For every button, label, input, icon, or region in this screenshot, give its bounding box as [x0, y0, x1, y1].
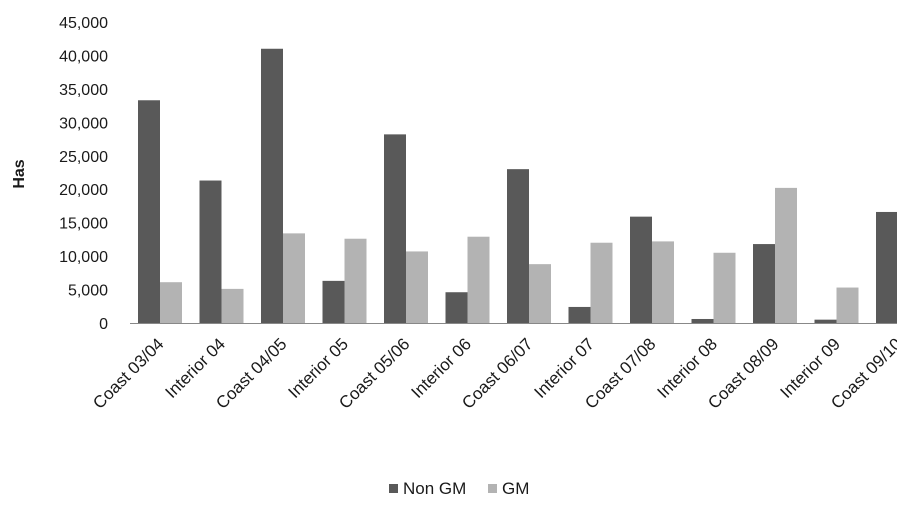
bar-non-gm: [322, 280, 345, 323]
y-tick-label: 0: [99, 316, 108, 333]
x-tick-label: Coast 03/04: [89, 334, 167, 412]
y-tick-label: 40,000: [59, 48, 108, 65]
bar-non-gm: [814, 319, 837, 323]
y-axis-label-group: Has: [11, 159, 28, 188]
bar-non-gm: [630, 216, 652, 323]
y-tick-label: 10,000: [59, 249, 108, 266]
bar-gm: [529, 264, 551, 323]
y-tick-label: 25,000: [59, 149, 108, 166]
bar-gm: [467, 236, 490, 323]
bar-non-gm: [261, 48, 283, 323]
bar-non-gm: [384, 134, 406, 323]
y-tick-label: 45,000: [59, 15, 108, 32]
legend-label: Non GM: [403, 479, 466, 498]
bar-gm: [160, 282, 182, 323]
bar-non-gm: [199, 180, 222, 323]
legend-item-non-gm: Non GM: [389, 479, 466, 498]
y-tick-label: 35,000: [59, 82, 108, 99]
bars: [138, 48, 897, 323]
legend: Non GM GM: [389, 479, 529, 498]
legend-swatch: [488, 484, 497, 493]
legend-swatch: [389, 484, 398, 493]
bar-gm: [836, 287, 859, 323]
y-tick-label: 5,000: [68, 283, 108, 300]
y-tick-label: 20,000: [59, 182, 108, 199]
y-axis-ticks: 0 5,000 10,000 15,000 20,000 25,000 30,000 35,0…: [59, 15, 108, 333]
bar-gm: [344, 238, 367, 323]
bar-gm: [775, 187, 797, 323]
bar-non-gm: [138, 100, 160, 323]
bar-gm: [406, 251, 428, 323]
y-tick-label: 15,000: [59, 216, 108, 233]
legend-item-gm: GM: [488, 479, 529, 498]
bar-gm: [713, 252, 736, 323]
bar-non-gm: [568, 306, 591, 323]
legend-label: GM: [502, 479, 529, 498]
bar-gm: [283, 233, 305, 323]
bar-non-gm: [691, 318, 714, 323]
bar-non-gm: [445, 292, 468, 323]
y-axis-label: Has: [11, 159, 28, 188]
bar-gm: [590, 242, 613, 323]
bar-non-gm: [876, 211, 897, 323]
bar-gm: [652, 241, 674, 323]
bar-non-gm: [753, 244, 775, 323]
y-tick-label: 30,000: [59, 115, 108, 132]
bar-gm: [221, 288, 244, 323]
bar-non-gm: [507, 169, 529, 323]
